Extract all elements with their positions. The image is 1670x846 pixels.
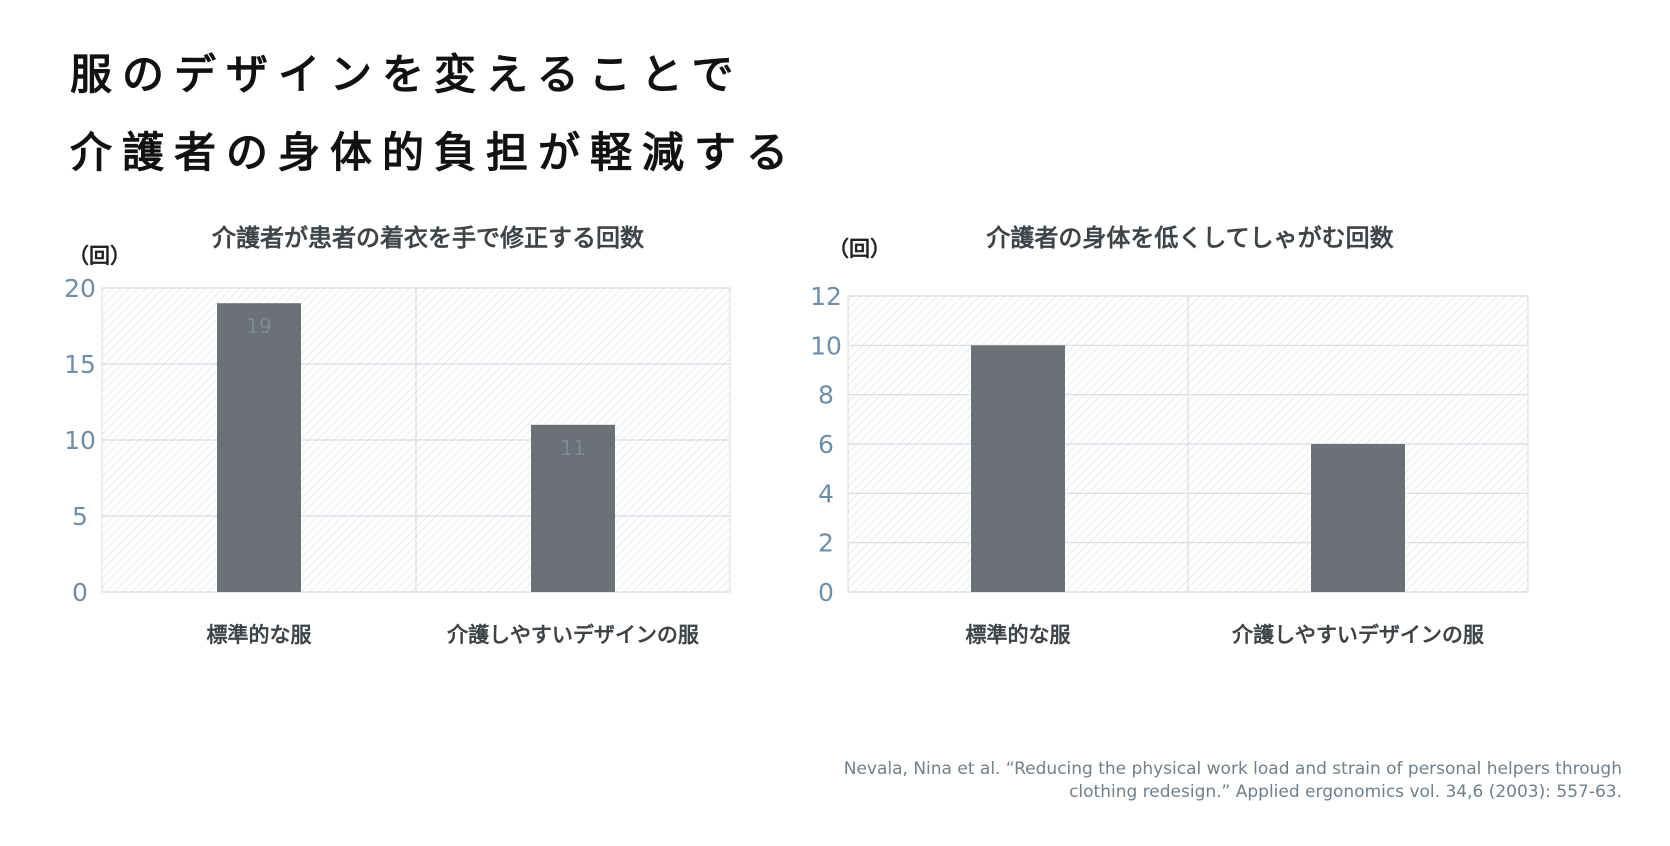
y-tick-label: 4 — [818, 479, 834, 508]
y-tick-label: 0 — [72, 578, 88, 607]
bar-1 — [971, 345, 1065, 592]
source-citation: Nevala, Nina et al. “Reducing the physic… — [844, 758, 1622, 804]
chart-svg: 介護者が患者の着衣を手で修正する回数 （回） 0 5 10 15 20 19 標準的な服 11 介護… — [64, 224, 731, 647]
chart-crouching-count: 介護者の身体を低くしてしゃがむ回数 （回） 0 2 4 6 8 10 12 標準的な服 介護しやすい… — [810, 224, 1610, 696]
y-tick-label: 6 — [818, 430, 834, 459]
chart-title: 介護者の身体を低くしてしゃがむ回数 — [985, 224, 1394, 252]
y-tick-label: 12 — [810, 282, 842, 311]
page-title: 服のデザインを変えることで 介護者の身体的負担が軽減する — [70, 36, 798, 192]
y-tick-label: 8 — [818, 381, 834, 410]
chart-dressing-corrections: 介護者が患者の着衣を手で修正する回数 （回） 0 5 10 15 20 19 標準的な服 11 介護… — [30, 224, 820, 696]
x-category-label: 介護しやすいデザインの服 — [1231, 623, 1485, 647]
x-category-label: 標準的な服 — [207, 623, 313, 647]
y-tick-label: 0 — [818, 578, 834, 607]
citation-line-1: Nevala, Nina et al. “Reducing the physic… — [843, 759, 1622, 779]
y-tick-label: 5 — [72, 502, 88, 531]
data-label: 19 — [246, 314, 271, 338]
y-axis-label: （回） — [68, 244, 131, 268]
bar-2 — [531, 424, 615, 592]
citation-line-2: clothing redesign.” Applied ergonomics v… — [1069, 782, 1622, 802]
bar-2 — [1311, 444, 1405, 592]
data-label: 11 — [560, 436, 585, 460]
y-tick-label: 2 — [818, 529, 834, 558]
x-category-label: 標準的な服 — [966, 623, 1072, 647]
y-axis-label: （回） — [828, 237, 891, 261]
title-line-1: 服のデザインを変えることで — [70, 50, 744, 99]
y-tick-label: 10 — [64, 426, 96, 455]
y-tick-label: 20 — [64, 274, 96, 303]
y-tick-label: 15 — [64, 350, 96, 379]
chart-title: 介護者が患者の着衣を手で修正する回数 — [211, 224, 645, 252]
y-tick-label: 10 — [810, 331, 842, 360]
chart-svg: 介護者の身体を低くしてしゃがむ回数 （回） 0 2 4 6 8 10 12 標準的な服 介護しやすい… — [810, 224, 1529, 647]
bar-1 — [217, 303, 301, 592]
title-line-2: 介護者の身体的負担が軽減する — [70, 128, 799, 177]
x-category-label: 介護しやすいデザインの服 — [446, 623, 700, 647]
